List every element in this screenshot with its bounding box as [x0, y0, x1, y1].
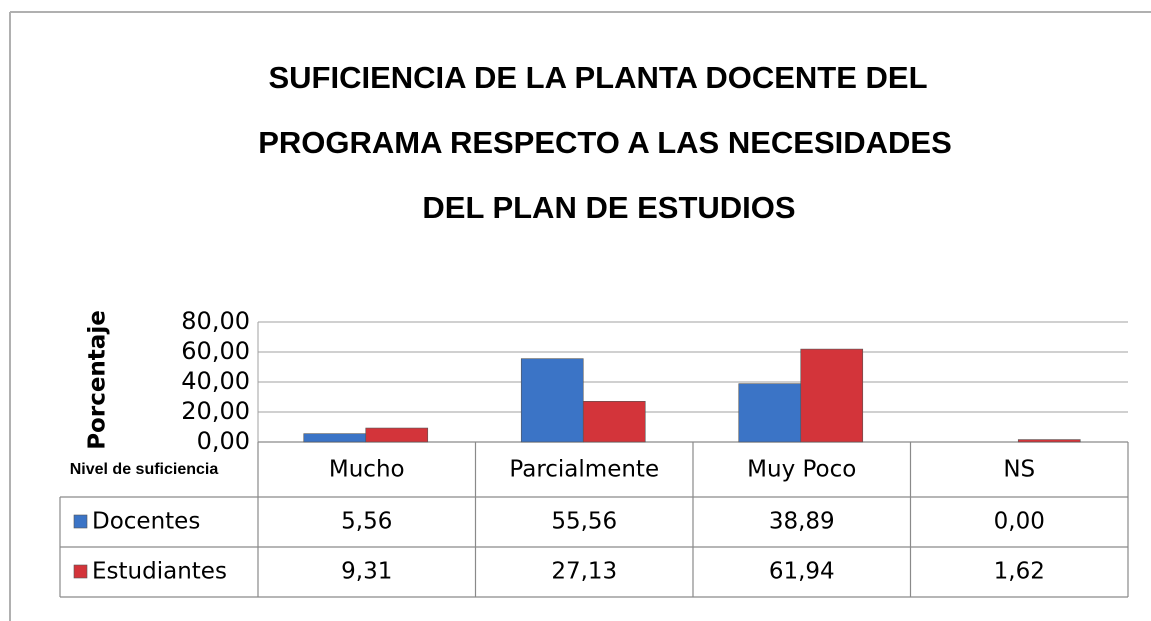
x-tick-label: Parcialmente — [509, 457, 659, 483]
table-value: 1,62 — [994, 559, 1045, 585]
chart-title: PROGRAMA RESPECTO A LAS NECESIDADES — [258, 125, 952, 160]
x-tick-label: Muy Poco — [747, 457, 856, 483]
x-tick-label: Mucho — [329, 457, 405, 483]
table-value: 55,56 — [551, 509, 617, 535]
y-tick-label: 80,00 — [181, 307, 250, 335]
bar — [1017, 439, 1081, 443]
x-axis-label: Nivel de suficiencia — [70, 461, 219, 478]
table-value: 61,94 — [769, 559, 835, 585]
table-value: 9,31 — [341, 559, 392, 585]
x-tick-label: NS — [1003, 457, 1035, 483]
chart-title: SUFICIENCIA DE LA PLANTA DOCENTE DEL — [268, 60, 927, 95]
table-value: 38,89 — [769, 509, 835, 535]
chart-title: DEL PLAN DE ESTUDIOS — [422, 190, 795, 225]
legend-swatch — [73, 564, 88, 579]
y-axis-label: Porcentaje — [85, 310, 111, 450]
bar — [303, 433, 367, 443]
bar — [800, 348, 864, 443]
legend-label: Estudiantes — [92, 559, 227, 585]
table-value: 27,13 — [551, 559, 617, 585]
table-value: 0,00 — [994, 509, 1045, 535]
legend-label: Docentes — [92, 509, 200, 535]
table-value: 5,56 — [341, 509, 392, 535]
bar — [365, 427, 429, 443]
y-tick-label: 20,00 — [181, 397, 250, 425]
y-tick-label: 40,00 — [181, 367, 250, 395]
bar — [582, 401, 646, 443]
legend-swatch — [73, 514, 88, 529]
bar — [520, 358, 584, 443]
y-tick-label: 60,00 — [181, 337, 250, 365]
y-tick-label: 0,00 — [197, 427, 250, 455]
bar — [738, 383, 802, 443]
